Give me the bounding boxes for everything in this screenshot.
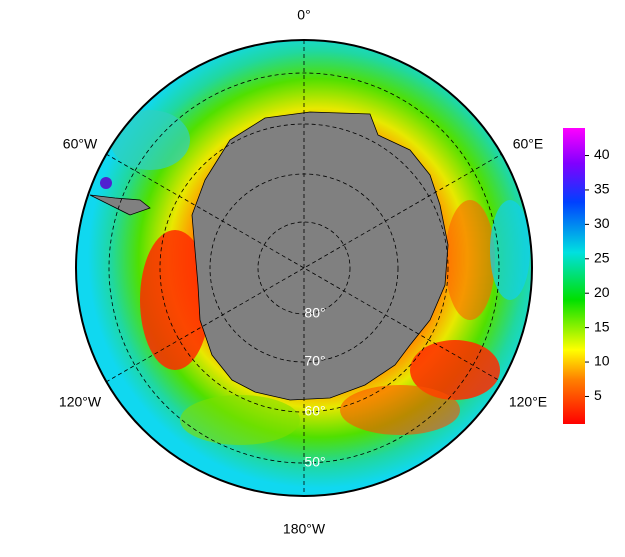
colorbar-tick-label: 20 <box>594 284 610 300</box>
lon-label: 0° <box>297 7 310 23</box>
lon-label: 120°W <box>59 394 102 410</box>
lat-label: 70° <box>304 353 325 369</box>
colorbar-tick-label: 10 <box>594 353 610 369</box>
south-america-tip <box>89 194 151 216</box>
lon-label: 60°W <box>63 136 98 152</box>
lat-label: 60° <box>304 403 325 419</box>
map-border <box>75 39 533 497</box>
colorbar <box>563 128 585 424</box>
lat-label: 80° <box>304 305 325 321</box>
lat-label: 50° <box>304 454 325 470</box>
colorbar-tick-label: 15 <box>594 318 610 334</box>
colorbar-tick-label: 25 <box>594 249 610 265</box>
lon-label: 60°E <box>513 136 544 152</box>
lon-label: 180°W <box>283 521 326 537</box>
colorbar-tick-label: 40 <box>594 146 610 162</box>
colorbar-tick-label: 30 <box>594 215 610 231</box>
colorbar-tick-label: 5 <box>594 387 602 403</box>
graticule <box>105 40 503 496</box>
antarctica <box>191 111 449 401</box>
colorbar-tick-label: 35 <box>594 181 610 197</box>
lon-label: 120°E <box>509 394 547 410</box>
